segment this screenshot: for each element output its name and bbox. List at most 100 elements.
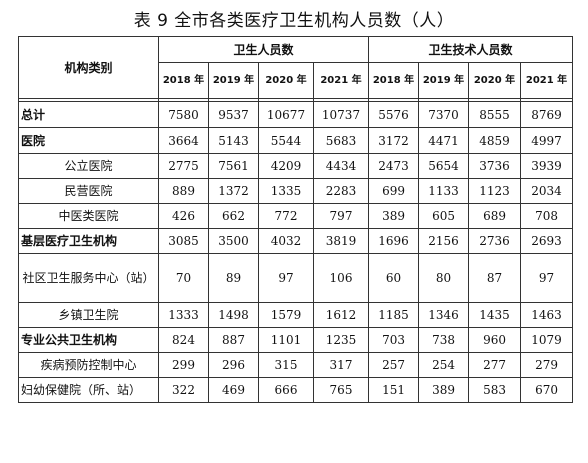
page-title: 表 9 全市各类医疗卫生机构人员数（人） (133, 11, 455, 31)
staff-cell: 3500 (208, 228, 259, 254)
tech-cell: 708 (520, 203, 574, 229)
staff-cell: 887 (208, 327, 259, 353)
year-header: 2021 年 (520, 62, 574, 99)
row-label: 总计 (18, 101, 159, 128)
staff-cell: 70 (158, 253, 209, 303)
staff-cell: 322 (158, 377, 209, 403)
row-label: 公立医院 (18, 153, 159, 179)
staff-cell: 4209 (258, 153, 314, 179)
tech-cell: 7370 (418, 101, 470, 128)
staff-cell: 4032 (258, 228, 314, 254)
staff-cell: 296 (208, 352, 259, 378)
tech-cell: 5654 (418, 153, 470, 179)
staff-cell: 10677 (258, 101, 314, 128)
category-header: 机构类别 (18, 36, 159, 99)
tech-cell: 670 (520, 377, 574, 403)
table-row: 基层医疗卫生机构 3085 3500 4032 3819 1696 2156 2… (18, 228, 574, 254)
staff-cell: 765 (312, 377, 370, 403)
year-header: 2020 年 (468, 62, 522, 99)
staff-cell: 666 (258, 377, 314, 403)
tech-cell: 1463 (520, 302, 574, 328)
table-row: 社区卫生服务中心（站） 70 89 97 106 60 80 87 97 (18, 253, 574, 303)
tech-cell: 277 (468, 352, 522, 378)
staff-cell: 3085 (158, 228, 209, 254)
staff-cell: 106 (312, 253, 370, 303)
tech-cell: 151 (368, 377, 420, 403)
row-label: 乡镇卫生院 (18, 302, 159, 328)
tech-cell: 2156 (418, 228, 470, 254)
tech-cell: 1079 (520, 327, 574, 353)
staff-cell: 1101 (258, 327, 314, 353)
staff-cell: 5683 (312, 127, 370, 154)
tech-cell: 257 (368, 352, 420, 378)
year-header: 2018 年 (368, 62, 420, 99)
row-label: 妇幼保健院（所、站） (18, 377, 159, 403)
tech-cell: 8769 (520, 101, 574, 128)
tech-cell: 254 (418, 352, 470, 378)
staff-cell: 1498 (208, 302, 259, 328)
tech-cell: 1123 (468, 178, 522, 204)
tech-cell: 583 (468, 377, 522, 403)
table-row: 民营医院 889 1372 1335 2283 699 1133 1123 20… (18, 178, 574, 204)
tech-cell: 4997 (520, 127, 574, 154)
staff-cell: 797 (312, 203, 370, 229)
tech-cell: 703 (368, 327, 420, 353)
tech-cell: 87 (468, 253, 522, 303)
tech-cell: 3172 (368, 127, 420, 154)
staff-cell: 299 (158, 352, 209, 378)
staff-cell: 772 (258, 203, 314, 229)
staff-cell: 5143 (208, 127, 259, 154)
staff-cell: 469 (208, 377, 259, 403)
tech-cell: 2736 (468, 228, 522, 254)
tech-cell: 3736 (468, 153, 522, 179)
table-row: 乡镇卫生院 1333 1498 1579 1612 1185 1346 1435… (18, 302, 574, 328)
row-label: 疾病预防控制中心 (18, 352, 159, 378)
tech-cell: 5576 (368, 101, 420, 128)
tech-cell: 605 (418, 203, 470, 229)
staff-cell: 5544 (258, 127, 314, 154)
row-label: 医院 (18, 127, 159, 154)
tech-cell: 8555 (468, 101, 522, 128)
staff-cell: 426 (158, 203, 209, 229)
staff-table: 机构类别 卫生人员数 卫生技术人员数 2018 年 2019 年 2020 年 … (18, 36, 574, 403)
row-label: 中医类医院 (18, 203, 159, 229)
staff-cell: 9537 (208, 101, 259, 128)
tech-cell: 1346 (418, 302, 470, 328)
tech-cell: 60 (368, 253, 420, 303)
tech-cell: 97 (520, 253, 574, 303)
table-row: 疾病预防控制中心 299 296 315 317 257 254 277 279 (18, 352, 574, 378)
tech-cell: 279 (520, 352, 574, 378)
staff-cell: 889 (158, 178, 209, 204)
staff-cell: 2283 (312, 178, 370, 204)
table-row: 医院 3664 5143 5544 5683 3172 4471 4859 49… (18, 127, 574, 154)
staff-cell: 4434 (312, 153, 370, 179)
staff-cell: 1235 (312, 327, 370, 353)
staff-cell: 824 (158, 327, 209, 353)
staff-cell: 89 (208, 253, 259, 303)
header-separator (18, 98, 574, 102)
staff-cell: 97 (258, 253, 314, 303)
tech-cell: 1435 (468, 302, 522, 328)
staff-cell: 317 (312, 352, 370, 378)
staff-cell: 1333 (158, 302, 209, 328)
year-header: 2020 年 (258, 62, 314, 99)
row-label: 专业公共卫生机构 (18, 327, 159, 353)
year-header: 2018 年 (158, 62, 209, 99)
tech-cell: 3939 (520, 153, 574, 179)
tech-cell: 738 (418, 327, 470, 353)
table-row: 中医类医院 426 662 772 797 389 605 689 708 (18, 203, 574, 229)
staff-cell: 1579 (258, 302, 314, 328)
tech-cell: 689 (468, 203, 522, 229)
tech-cell: 699 (368, 178, 420, 204)
year-header: 2019 年 (208, 62, 259, 99)
tech-cell: 2034 (520, 178, 574, 204)
row-label: 社区卫生服务中心（站） (18, 253, 159, 303)
year-header: 2019 年 (418, 62, 470, 99)
staff-group-header: 卫生人员数 (157, 36, 370, 63)
tech-cell: 1696 (368, 228, 420, 254)
year-header: 2021 年 (312, 62, 370, 99)
staff-cell: 1612 (312, 302, 370, 328)
staff-cell: 7561 (208, 153, 259, 179)
tech-cell: 2693 (520, 228, 574, 254)
staff-cell: 662 (208, 203, 259, 229)
